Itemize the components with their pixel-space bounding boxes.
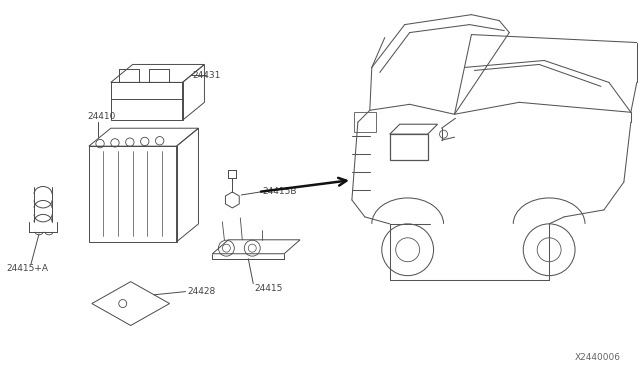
Text: 24415+A: 24415+A <box>6 264 48 273</box>
Text: 24415: 24415 <box>254 284 283 293</box>
Text: 24428: 24428 <box>188 287 216 296</box>
Text: 24431: 24431 <box>193 71 221 80</box>
Text: 24415B: 24415B <box>262 187 297 196</box>
Bar <box>390 134 428 160</box>
Bar <box>354 112 376 132</box>
Text: 24410: 24410 <box>88 112 116 121</box>
Text: X2440006: X2440006 <box>575 353 621 362</box>
